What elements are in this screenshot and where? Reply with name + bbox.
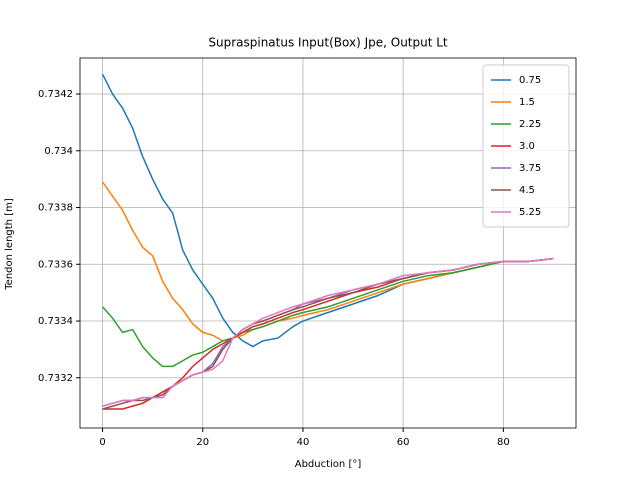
plot-frame [79,57,577,429]
legend-label: 3.0 [519,141,535,152]
x-tick-label: 60 [397,437,410,448]
legend-box [482,64,570,228]
y-tick-label: 0.7334 [38,316,73,327]
legend-label: 3.75 [519,163,541,174]
chart-title: Supraspinatus Input(Box) Jpe, Output Lt [208,36,448,50]
data-line [101,181,554,342]
x-tick-label: 0 [99,437,105,448]
legend-label: 2.25 [519,119,541,130]
y-tick-label: 0.7336 [38,259,73,270]
legend-label: 1.5 [519,97,535,108]
x-tick-label: 40 [297,437,310,448]
x-tick-label: 20 [196,437,209,448]
y-tick-label: 0.7338 [38,203,73,214]
x-tick-label: 80 [497,437,510,448]
y-axis-label: Tendon length [m] [4,198,15,291]
data-line [101,257,554,368]
y-tick-label: 0.7332 [38,373,73,384]
x-axis-label: Abduction [°] [295,459,362,470]
legend-label: 5.25 [519,207,541,218]
y-tick-label: 0.734 [44,146,73,157]
y-tick-label: 0.7342 [38,89,73,100]
legend-label: 4.5 [519,185,535,196]
legend-label: 0.75 [519,75,541,86]
data-line [102,257,554,407]
